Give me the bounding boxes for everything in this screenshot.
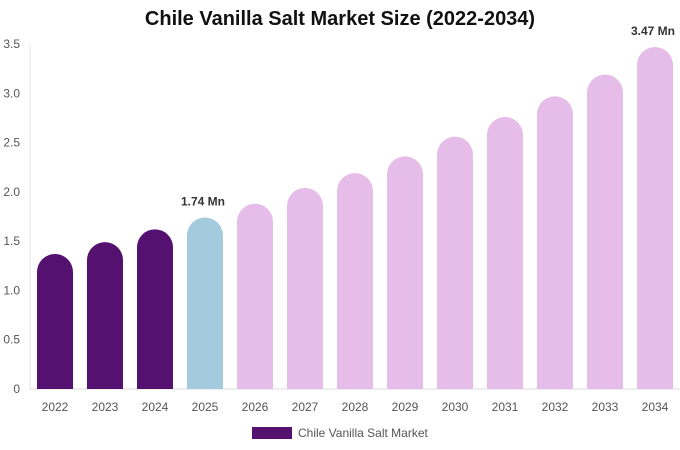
- bar-2030: [437, 136, 473, 389]
- bar-2033: [587, 74, 623, 390]
- legend-label: Chile Vanilla Salt Market: [298, 426, 428, 440]
- y-tick-label: 2.0: [3, 185, 20, 199]
- x-tick-label: 2028: [342, 400, 369, 414]
- legend: Chile Vanilla Salt Market: [252, 426, 428, 440]
- y-tick-label: 3.0: [3, 86, 20, 100]
- y-tick-label: 3.5: [3, 37, 20, 51]
- x-tick-label: 2025: [192, 400, 219, 414]
- x-tick-label: 2027: [292, 400, 319, 414]
- bar-2034: [637, 46, 673, 389]
- bar-2028: [337, 173, 373, 389]
- bar-2031: [487, 116, 523, 389]
- x-tick-label: 2033: [592, 400, 619, 414]
- x-tick-label: 2022: [42, 400, 69, 414]
- x-tick-label: 2032: [542, 400, 569, 414]
- bar-2024: [137, 229, 173, 389]
- chart-title: Chile Vanilla Salt Market Size (2022-203…: [144, 8, 536, 30]
- x-tick-label: 2031: [492, 400, 519, 414]
- y-tick-label: 0.5: [3, 333, 20, 347]
- y-tick-label: 1.0: [3, 283, 20, 297]
- data-labels: 1.74 Mn 3.47 Mn: [181, 24, 675, 209]
- bar-2027: [287, 187, 323, 389]
- x-tick-label: 2023: [92, 400, 119, 414]
- bar-2023: [87, 242, 123, 389]
- bar-2025: [187, 217, 223, 389]
- x-tick-label: 2024: [142, 400, 169, 414]
- x-tick-label: 2029: [392, 400, 419, 414]
- x-axis-ticks: 2022 2023 2024 2025 2026 2027 2028 2029 2030 2031…: [42, 400, 669, 414]
- data-label: 3.47 Mn: [631, 24, 675, 38]
- bar-2026: [237, 203, 273, 389]
- y-axis-ticks: 0 0.5 1.0 1.5 2.0 2.5 3.0 3.5: [3, 37, 20, 396]
- y-tick-label: 1.5: [3, 234, 20, 248]
- y-tick-label: 2.5: [3, 136, 20, 150]
- legend-swatch: [252, 427, 292, 439]
- bar-2022: [37, 253, 73, 389]
- y-tick-label: 0: [13, 382, 20, 396]
- data-label: 1.74 Mn: [181, 194, 225, 208]
- x-tick-label: 2034: [642, 400, 669, 414]
- x-tick-label: 2030: [442, 400, 469, 414]
- x-tick-label: 2026: [242, 400, 269, 414]
- bar-2032: [537, 96, 573, 389]
- bar-2029: [387, 156, 423, 389]
- bars: [37, 46, 673, 390]
